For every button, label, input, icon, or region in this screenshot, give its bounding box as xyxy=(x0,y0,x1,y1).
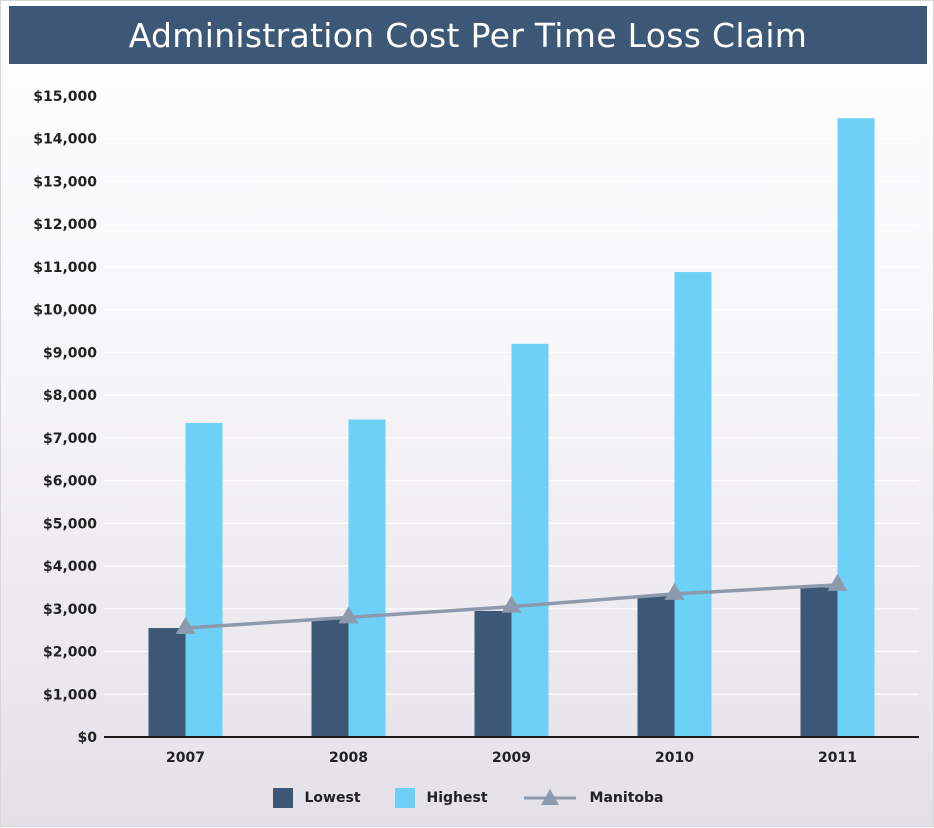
marker-manitoba-2009 xyxy=(501,595,522,613)
y-tick-label: $7,000 xyxy=(43,431,97,447)
chart-title: Administration Cost Per Time Loss Claim xyxy=(128,15,808,55)
y-tick-label: $0 xyxy=(78,730,98,746)
y-tick-label: $8,000 xyxy=(43,388,97,404)
legend-item-manitoba: Manitoba xyxy=(522,787,664,809)
marker-manitoba-2010 xyxy=(664,582,685,600)
marker-manitoba-2011 xyxy=(827,573,848,591)
legend-item-lowest: Lowest xyxy=(272,788,361,808)
legend-label-lowest: Lowest xyxy=(304,790,361,806)
y-tick-label: $6,000 xyxy=(43,474,97,490)
marker-manitoba-2007 xyxy=(175,617,196,635)
bar-lowest-2011 xyxy=(800,587,838,737)
bar-highest-2010 xyxy=(674,272,712,737)
bar-lowest-2008 xyxy=(311,619,349,737)
bar-highest-2011 xyxy=(837,118,875,738)
x-tick-label-2011: 2011 xyxy=(818,750,857,766)
legend-swatch-highest xyxy=(394,788,415,808)
y-tick-label: $1,000 xyxy=(43,687,97,703)
bar-lowest-2007 xyxy=(148,628,186,737)
y-tick-label: $13,000 xyxy=(33,174,97,190)
y-tick-label: $14,000 xyxy=(33,132,97,148)
x-tick-label-2007: 2007 xyxy=(166,750,205,766)
legend-swatch-lowest xyxy=(272,788,293,808)
legend-swatch-manitoba xyxy=(523,789,576,805)
legend-label-highest: Highest xyxy=(426,790,488,806)
bar-highest-2008 xyxy=(348,419,386,737)
marker-manitoba-2008 xyxy=(338,606,359,624)
y-tick-label: $4,000 xyxy=(43,559,97,575)
bar-highest-2007 xyxy=(185,422,223,737)
y-tick-label: $15,000 xyxy=(33,89,97,105)
bar-highest-2009 xyxy=(511,343,549,737)
y-tick-label: $2,000 xyxy=(43,645,97,661)
legend-label-manitoba: Manitoba xyxy=(589,790,664,806)
x-tick-label-2008: 2008 xyxy=(329,750,368,766)
legend-item-highest: Highest xyxy=(394,788,488,808)
bar-lowest-2010 xyxy=(637,595,675,737)
y-tick-label: $11,000 xyxy=(33,260,97,276)
y-tick-label: $5,000 xyxy=(43,516,97,532)
chart-legend: Lowest Highest Manitoba xyxy=(1,783,934,813)
bar-lowest-2009 xyxy=(474,610,512,737)
y-tick-label: $12,000 xyxy=(33,217,97,233)
y-tick-label: $3,000 xyxy=(43,602,97,618)
title-bar: Administration Cost Per Time Loss Claim xyxy=(9,6,927,64)
y-tick-label: $10,000 xyxy=(33,303,97,319)
x-tick-label-2009: 2009 xyxy=(492,750,531,766)
x-tick-label-2010: 2010 xyxy=(655,750,694,766)
y-tick-label: $9,000 xyxy=(43,345,97,361)
